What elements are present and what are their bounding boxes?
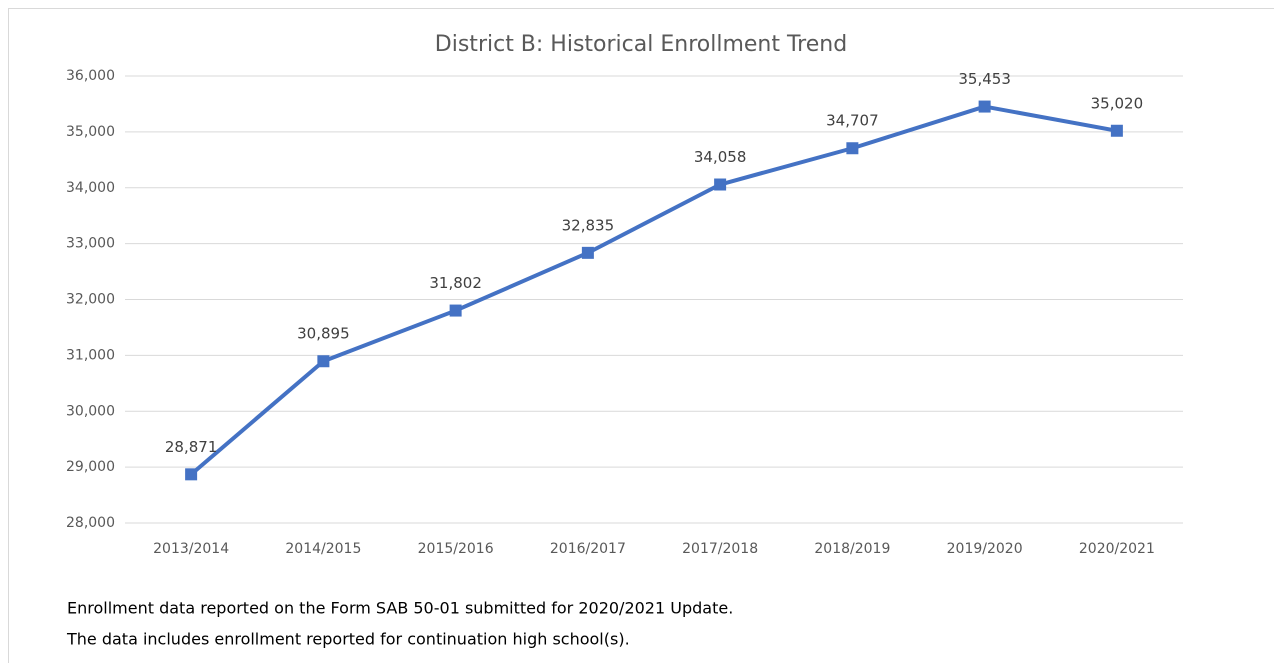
x-tick-label: 2013/2014 xyxy=(153,541,229,557)
note: The data includes enrollment reported fo… xyxy=(66,630,630,649)
line xyxy=(189,104,1118,476)
y-tick-label: 30,000 xyxy=(66,403,115,419)
x-tick-label: 2018/2019 xyxy=(814,541,890,557)
y-tick-label: 29,000 xyxy=(66,459,115,475)
note: Enrollment data reported on the Form SAB… xyxy=(67,599,733,618)
data-label: 34,707 xyxy=(826,112,879,130)
y-tick-label: 28,000 xyxy=(66,515,115,531)
x-tick-label: 2014/2015 xyxy=(285,541,361,557)
y-tick-label: 33,000 xyxy=(66,236,115,252)
y-tick-label: 36,000 xyxy=(66,68,115,84)
y-tick-label: 35,000 xyxy=(66,124,115,140)
marker xyxy=(1110,124,1123,137)
chart-border xyxy=(8,8,1274,663)
marker xyxy=(449,304,462,317)
data-label: 35,453 xyxy=(958,70,1011,88)
data-label: 31,802 xyxy=(429,274,482,292)
marker xyxy=(581,246,594,259)
marker xyxy=(714,178,727,191)
marker xyxy=(317,355,330,368)
marker xyxy=(185,468,198,481)
data-label: 35,020 xyxy=(1091,94,1144,112)
x-tick-label: 2020/2021 xyxy=(1079,541,1155,557)
y-tick-label: 31,000 xyxy=(66,347,115,363)
x-tick-label: 2017/2018 xyxy=(682,541,758,557)
y-tick-label: 34,000 xyxy=(66,180,115,196)
marker xyxy=(846,142,859,155)
marker xyxy=(978,100,991,113)
data-label: 30,895 xyxy=(297,325,350,343)
x-tick-label: 2015/2016 xyxy=(418,541,494,557)
data-label: 34,058 xyxy=(694,148,747,166)
data-label: 28,871 xyxy=(165,438,218,456)
chart-title: District B: Historical Enrollment Trend xyxy=(435,32,847,57)
x-tick-label: 2019/2020 xyxy=(947,541,1023,557)
data-label: 32,835 xyxy=(562,216,615,234)
x-tick-label: 2016/2017 xyxy=(550,541,626,557)
y-tick-label: 32,000 xyxy=(66,292,115,308)
